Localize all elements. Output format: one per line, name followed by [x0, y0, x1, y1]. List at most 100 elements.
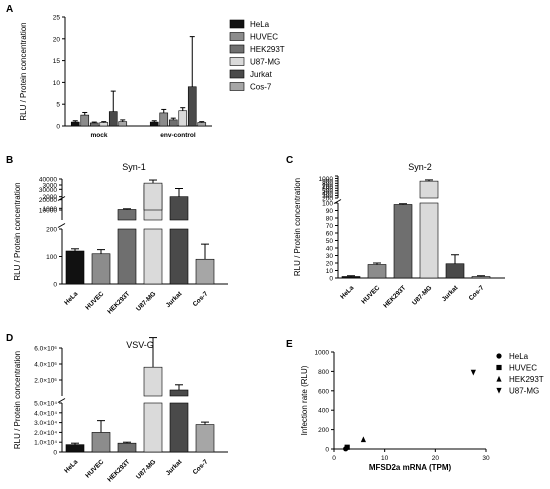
bar	[341, 276, 361, 279]
bar	[445, 263, 465, 279]
y-tick-label: 30	[326, 253, 334, 260]
legend-marker	[496, 353, 502, 359]
data-point	[470, 369, 476, 376]
y-tick-label: 300	[322, 193, 333, 200]
y-tick-label: 200	[46, 227, 57, 234]
y-tick-label: 20000	[39, 197, 57, 204]
y-tick-label: 4.0×10⁴	[34, 410, 57, 417]
bar	[143, 228, 163, 285]
y-tick-label: 900	[322, 178, 333, 185]
bar	[143, 402, 163, 453]
y-tick-label: 800	[322, 181, 333, 188]
legend-marker	[496, 364, 502, 371]
y-tick-label: 20	[326, 261, 334, 268]
y-tick-label: 40	[326, 246, 334, 253]
category-label: mock	[91, 132, 108, 139]
y-tick-label: 3000	[43, 183, 58, 190]
category-label: Cos-7	[468, 284, 486, 302]
y-tick-label: 5	[56, 102, 60, 109]
category-label: HeLa	[63, 458, 79, 474]
bar	[169, 402, 189, 453]
x-axis-title: MFSD2a mRNA (TPM)	[369, 463, 452, 472]
y-tick-label: 80	[326, 216, 334, 223]
legend-label: HeLa	[250, 20, 270, 29]
category-label: Jurkat	[441, 284, 460, 303]
category-label: HEK293T	[106, 458, 131, 483]
legend-label: Jurkat	[250, 70, 273, 79]
y-tick-label: 0	[53, 282, 57, 289]
y-axis-title: RLU / Protein concentration	[19, 22, 28, 120]
y-axis-title: RLU / Protein concentration	[13, 182, 22, 280]
legend-label: HEK293T	[250, 45, 285, 54]
y-tick-label: 2.0×10⁴	[34, 430, 57, 437]
y-tick-label: 0	[325, 447, 329, 454]
y-tick-label: 50	[326, 238, 334, 245]
bar	[65, 444, 85, 453]
y-tick-label: 0	[329, 276, 333, 283]
bar	[65, 250, 85, 285]
legend-swatch	[229, 82, 245, 91]
y-tick-label: 0	[53, 450, 57, 457]
y-tick-label: 400	[318, 408, 329, 415]
legend-label: HUVEC	[250, 33, 278, 42]
category-label: U87-MG	[411, 284, 433, 306]
category-label: HEK293T	[382, 284, 407, 309]
category-label: HEK293T	[106, 290, 131, 315]
panel-letter-e: E	[286, 339, 293, 350]
bar	[169, 196, 189, 221]
legend-label: HeLa	[509, 352, 529, 361]
y-tick-label: 25	[53, 15, 61, 22]
bar	[118, 121, 128, 127]
panel-b-chart: 0 100 200 1000 2000 3000 10000 20000 30000 40000 R…	[13, 177, 228, 316]
y-tick-label: 600	[318, 388, 329, 395]
bar	[99, 122, 109, 127]
y-tick-label: 3.0×10⁴	[34, 420, 57, 427]
category-label: U87-MG	[135, 290, 157, 312]
bar	[91, 432, 111, 453]
category-label: Cos-7	[192, 290, 210, 308]
y-tick-label: 10	[326, 268, 334, 275]
y-tick-label: 700	[322, 183, 333, 190]
y-tick-label: 1.0×10⁴	[34, 440, 57, 447]
bar	[169, 228, 189, 285]
x-tick-label: 10	[381, 455, 389, 462]
y-tick-label: 90	[326, 208, 334, 215]
bar	[168, 119, 178, 127]
category-label: Cos-7	[192, 458, 210, 476]
bar	[178, 110, 188, 127]
bar	[419, 180, 439, 199]
y-tick-label: 200	[318, 427, 329, 434]
bar	[149, 121, 159, 127]
category-label: Jurkat	[165, 458, 184, 477]
bar	[159, 112, 169, 127]
legend-marker	[496, 387, 502, 394]
y-tick-label: 200	[322, 196, 333, 203]
y-tick-label: 5.0×10⁴	[34, 401, 57, 408]
y-tick-label: 6.0×10⁶	[34, 346, 57, 353]
category-label: HeLa	[63, 290, 79, 306]
legend-swatch	[229, 19, 245, 29]
category-label: HUVEC	[84, 290, 105, 311]
x-tick-label: 30	[482, 455, 490, 462]
category-label: HeLa	[339, 284, 355, 300]
y-axis-title: RLU / Protein concentration	[13, 351, 22, 449]
axis-break-mark	[57, 223, 66, 228]
bar	[80, 114, 90, 127]
x-tick-label: 20	[432, 455, 440, 462]
bar	[143, 182, 163, 211]
panel-letter-b: B	[6, 155, 13, 166]
panel-letter-a: A	[6, 4, 13, 15]
bar	[419, 202, 439, 279]
y-tick-label: 2000	[43, 194, 58, 201]
legend-swatch	[229, 44, 245, 54]
bar	[117, 209, 137, 221]
axis-break-mark	[333, 199, 342, 204]
category-label: HUVEC	[360, 284, 381, 305]
panel-title-b: Syn-1	[122, 162, 146, 172]
panel-e-chart: 0 200 400 600 800 1000 0 10 20 30 MFSD2a mRNA (TPM…	[300, 350, 544, 473]
y-tick-label: 100	[46, 254, 57, 261]
legend-label: Cos-7	[250, 83, 272, 92]
y-tick-label: 1000	[43, 206, 58, 213]
y-tick-label: 600	[322, 186, 333, 193]
